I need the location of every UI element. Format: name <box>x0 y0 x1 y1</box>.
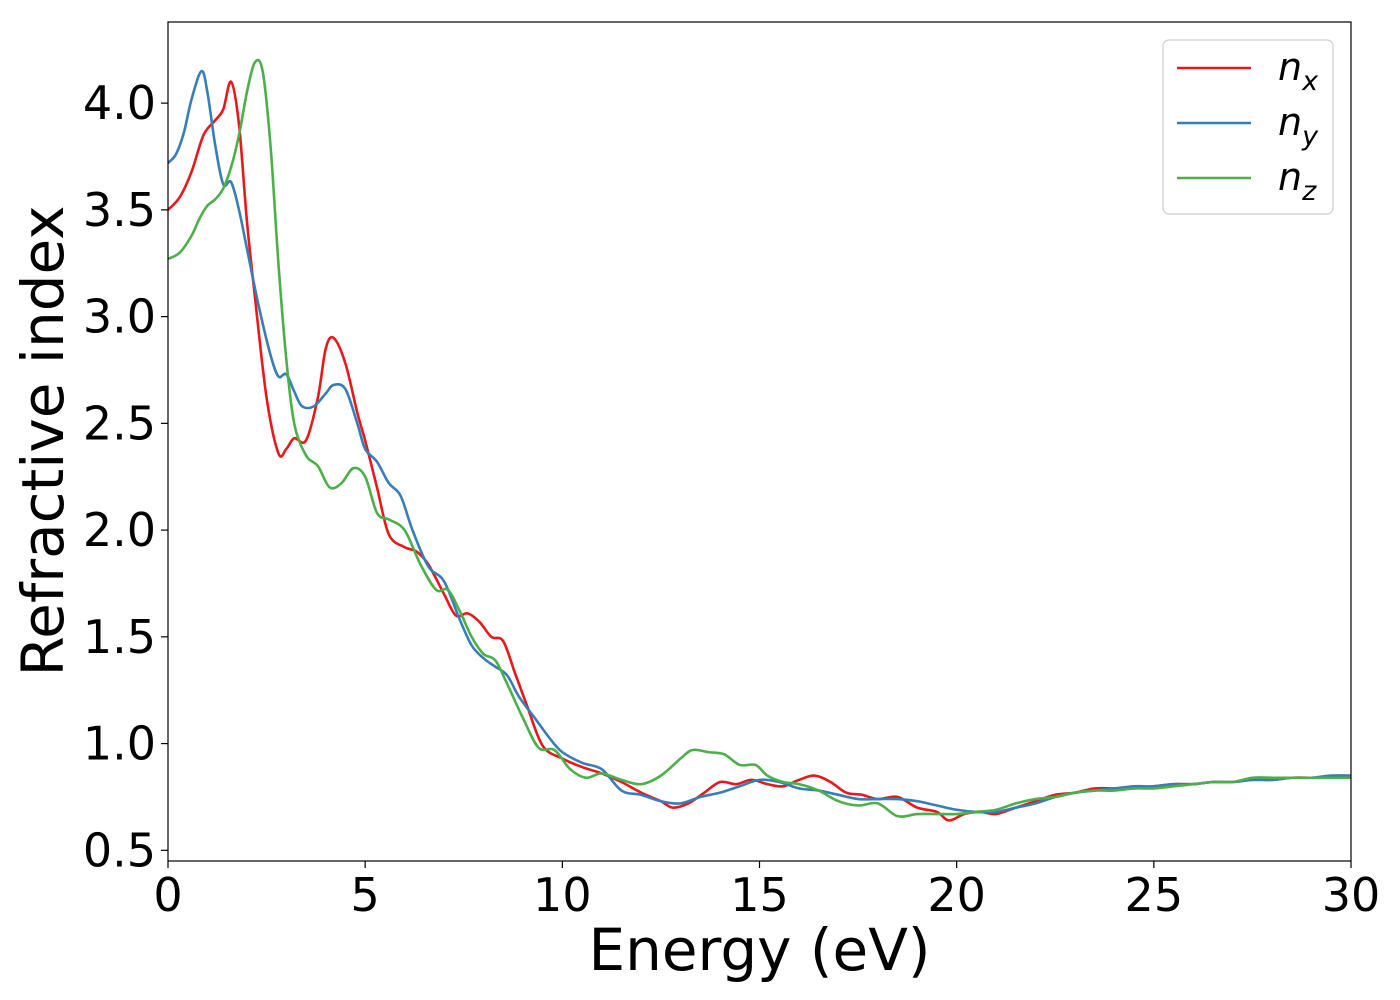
legend-label-z: nz <box>1278 155 1317 207</box>
x-tick-label: 20 <box>927 868 986 922</box>
y-tick-label: 2.5 <box>83 396 156 450</box>
y-tick-label: 2.0 <box>83 503 156 557</box>
y-tick-label: 3.0 <box>83 290 156 344</box>
legend-box <box>1162 39 1334 215</box>
series-line-z <box>168 58 1351 818</box>
y-tick-label: 3.5 <box>83 183 156 237</box>
x-axis-ticks: 0 5 10 15 20 25 30 <box>153 861 1380 922</box>
series-layer <box>168 58 1351 822</box>
y-axis-ticks: 0.5 1.0 1.5 2.0 2.5 3.0 3.5 4.0 <box>83 76 168 877</box>
x-tick-label: 10 <box>533 868 592 922</box>
x-tick-label: 25 <box>1125 868 1184 922</box>
x-tick-label: 0 <box>153 868 182 922</box>
x-axis-title: Energy (eV) <box>588 916 930 984</box>
y-tick-label: 0.5 <box>83 823 156 877</box>
y-tick-label: 1.0 <box>83 717 156 771</box>
x-tick-label: 5 <box>351 868 380 922</box>
series-line-x <box>168 80 1351 822</box>
x-tick-label: 15 <box>730 868 789 922</box>
y-tick-label: 4.0 <box>83 76 156 130</box>
y-axis-title: Refractive index <box>9 205 77 676</box>
legend-label-y: ny <box>1278 100 1319 152</box>
y-tick-label: 1.5 <box>83 610 156 664</box>
legend-label-x: nx <box>1278 45 1319 97</box>
x-tick-label: 30 <box>1322 868 1381 922</box>
